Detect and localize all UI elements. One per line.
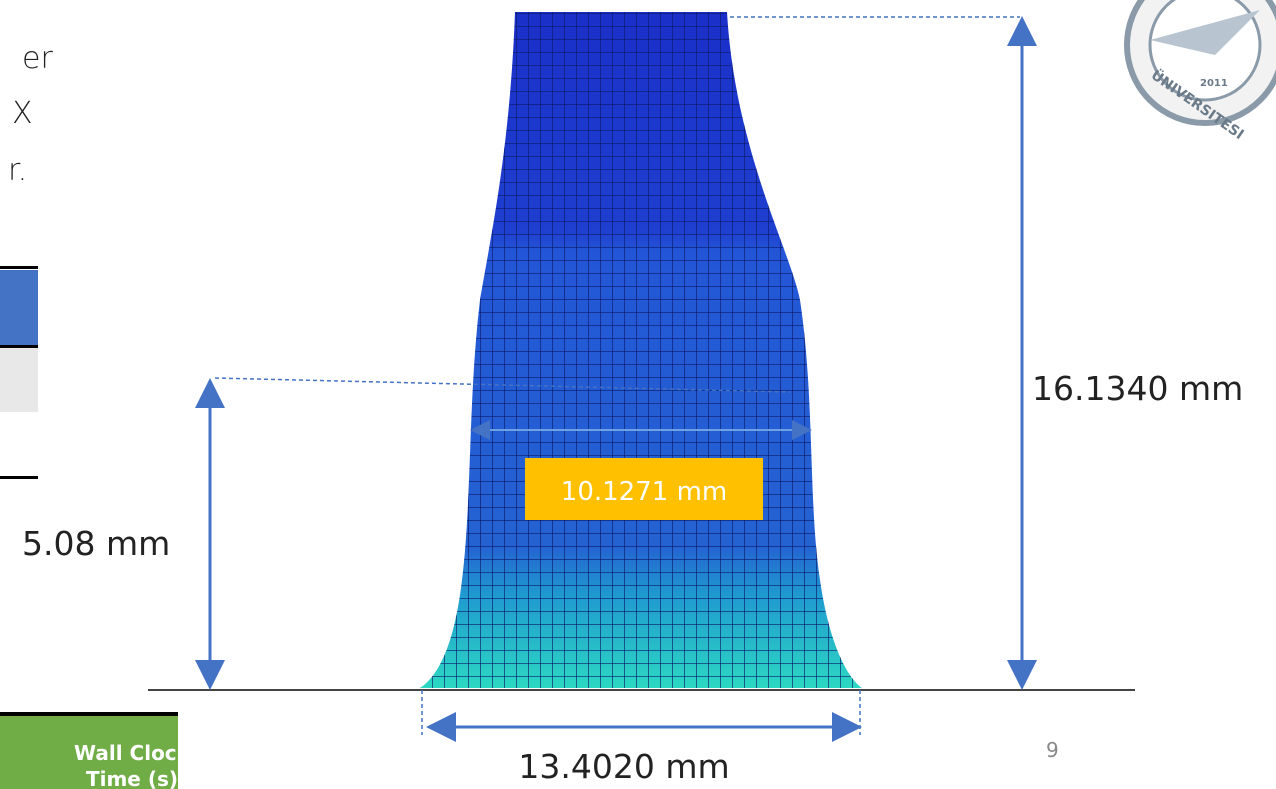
- dimension-label: 5.08 mm: [22, 524, 170, 563]
- logo-year: 2011: [1200, 78, 1228, 89]
- dimension-label: 10.1271 mm: [561, 477, 727, 507]
- dimension-label: 13.4020 mm: [518, 747, 729, 786]
- text-line: r.: [8, 153, 27, 188]
- header-text: Time (s): [86, 767, 178, 789]
- dimension-label: 16.1340 mm: [1032, 369, 1243, 408]
- page: er X r. Wall ClockTime (s) 16.1340 mm 5.…: [0, 0, 1276, 789]
- mesh-model: [400, 0, 880, 700]
- text-line: er: [22, 41, 53, 76]
- logo: 2011 ÜNIVERSITESI: [1127, 0, 1276, 143]
- header-text: Wall Clock: [74, 741, 191, 765]
- slide: er X r. Wall ClockTime (s) 16.1340 mm 5.…: [0, 0, 1276, 789]
- page-number: 9: [1046, 738, 1059, 762]
- left-text: er X r.: [8, 41, 53, 188]
- text-line: X: [12, 96, 33, 131]
